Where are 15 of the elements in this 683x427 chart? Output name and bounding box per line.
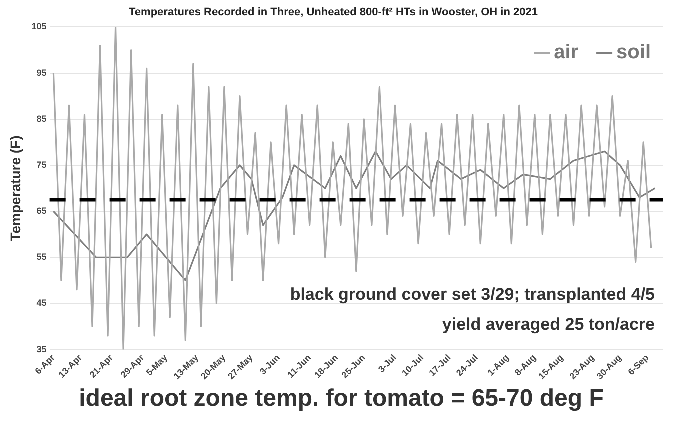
legend-label: air bbox=[554, 42, 579, 64]
y-tick-label: 55 bbox=[36, 252, 47, 262]
annotation: yield averaged 25 ton/acre bbox=[442, 314, 655, 334]
y-axis-title: Temperature (F) bbox=[7, 136, 24, 242]
annotation: black ground cover set 3/29; transplanted 4/5 bbox=[290, 284, 655, 304]
chart-title: Temperatures Recorded in Three, Unheated 800-ft² HTs in Wooster, OH in 2021 bbox=[129, 6, 538, 19]
y-tick-label: 95 bbox=[36, 68, 47, 78]
legend-label: soil bbox=[616, 42, 651, 64]
y-tick-label: 105 bbox=[32, 22, 47, 32]
y-tick-label: 35 bbox=[36, 344, 47, 354]
y-tick-label: 45 bbox=[36, 298, 47, 308]
text: ideal root zone temp. for tomato = 65-70 deg F bbox=[78, 385, 605, 413]
y-tick-label: 75 bbox=[36, 160, 47, 170]
y-tick-label: 65 bbox=[36, 206, 47, 216]
y-tick-label: 85 bbox=[36, 114, 47, 124]
